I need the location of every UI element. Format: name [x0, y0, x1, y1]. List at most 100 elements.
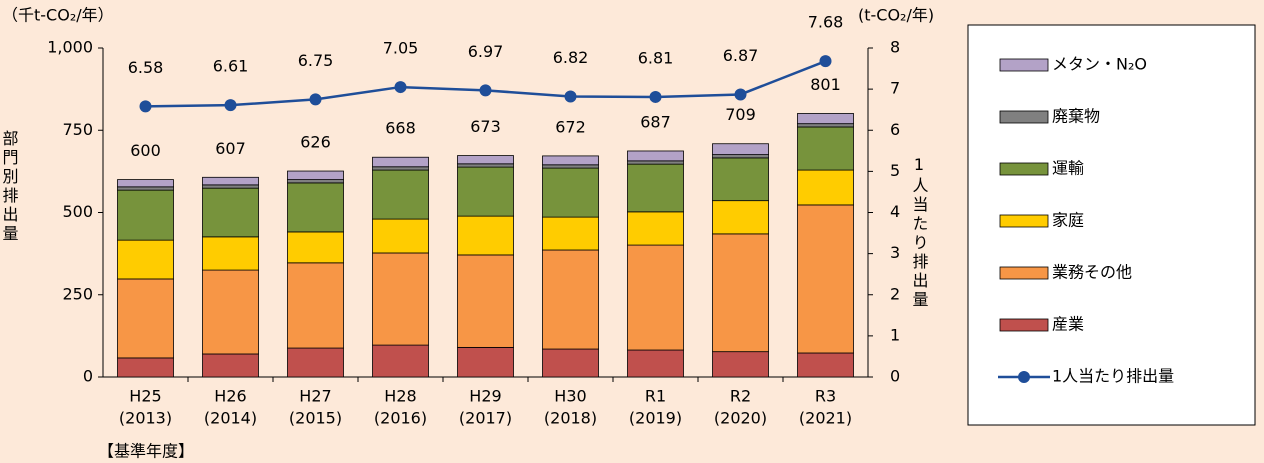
line-value-label: 6.61 [213, 57, 249, 76]
bar-segment [712, 200, 769, 235]
bar-segment [797, 126, 854, 171]
line-value-label: 7.05 [383, 39, 419, 58]
bar-segment [797, 352, 854, 378]
bar-segment [287, 170, 344, 181]
bar-segment [287, 179, 344, 184]
bar-segment [372, 218, 429, 254]
bar-segment [287, 231, 344, 264]
bar-segment [457, 254, 514, 348]
y2-tick-label: 3 [890, 243, 900, 262]
line-point [564, 90, 577, 103]
y2-tick-label: 4 [890, 202, 900, 221]
total-label: 709 [725, 105, 756, 124]
x-tick-sublabel: (2016) [374, 409, 427, 428]
bar-segment [627, 150, 684, 162]
total-label: 687 [640, 112, 671, 131]
bar-segment [797, 204, 854, 354]
x-tick-label: H29 [469, 387, 501, 406]
bar-segment [712, 351, 769, 378]
total-label: 626 [300, 133, 331, 152]
line-point [479, 84, 492, 97]
y-tick-label: 250 [62, 284, 93, 303]
x-tick-sublabel: (2021) [799, 409, 852, 428]
line-value-label: 6.87 [723, 46, 759, 65]
bar-segment [797, 113, 854, 125]
x-tick-label: H25 [129, 387, 161, 406]
x-tick-label: H27 [299, 387, 331, 406]
legend-swatch [999, 266, 1049, 280]
x-tick-label: R2 [730, 387, 751, 406]
bar-segment [542, 167, 599, 218]
legend-label: 運輸 [1052, 159, 1084, 178]
bar-segment [542, 155, 599, 166]
line-value-label: 6.58 [128, 58, 164, 77]
bar-segment [117, 278, 174, 359]
bar-segment [287, 182, 344, 233]
x-tick-label: H28 [384, 387, 416, 406]
y-tick-label: 750 [62, 120, 93, 139]
x-tick-label: R3 [815, 387, 836, 406]
line-value-label: 6.97 [468, 42, 504, 61]
bar-segment [202, 236, 259, 271]
bar-segment [797, 123, 854, 128]
y-tick-label: 0 [83, 367, 93, 386]
legend-swatch [999, 318, 1049, 332]
bar-segment [457, 163, 514, 168]
total-label: 668 [385, 119, 416, 138]
y2-tick-label: 8 [890, 38, 900, 57]
x-tick-sublabel: (2015) [289, 409, 342, 428]
x-tick-sublabel: (2014) [204, 409, 257, 428]
x-tick-sublabel: (2020) [714, 409, 767, 428]
legend-marker [1018, 371, 1030, 383]
line-point [819, 55, 832, 68]
legend-swatch [999, 110, 1049, 124]
bar-segment [202, 353, 259, 378]
y2-tick-label: 6 [890, 120, 900, 139]
bar-segment [117, 357, 174, 378]
legend-label: メタン・N₂O [1052, 55, 1147, 74]
legend-label: 産業 [1052, 315, 1084, 334]
bar-segment [117, 239, 174, 280]
line-point [734, 88, 747, 101]
bar-segment [117, 189, 174, 241]
y-unit-label: （千t-CO₂/年） [2, 6, 114, 25]
x-tick-label: H26 [214, 387, 246, 406]
legend-label: 廃棄物 [1052, 107, 1100, 126]
bar-segment [372, 156, 429, 168]
legend-label: 業務その他 [1052, 263, 1132, 282]
bar-segment [542, 348, 599, 378]
line-point [139, 100, 152, 113]
bar-segment [372, 344, 429, 378]
total-label: 672 [555, 117, 586, 136]
bar-segment [712, 143, 769, 155]
line-point [309, 93, 322, 106]
y2-axis-label: 1人当たり排出量 [910, 155, 929, 310]
legend-label: 1人当たり排出量 [1052, 367, 1174, 386]
line-value-label: 7.68 [808, 13, 844, 32]
line-point [224, 99, 237, 112]
y2-unit-label: (t-CO₂/年) [858, 6, 934, 25]
legend-label: 家庭 [1052, 211, 1084, 230]
x-tick-sublabel: (2019) [629, 409, 682, 428]
x-tick-label: R1 [645, 387, 666, 406]
bar-segment [287, 347, 344, 378]
bar-segment [457, 346, 514, 378]
x-tick-sublabel: (2013) [119, 409, 172, 428]
y2-tick-label: 7 [890, 79, 900, 98]
x-tick-sublabel: (2018) [544, 409, 597, 428]
bar-segment [542, 216, 599, 251]
line-point [394, 81, 407, 94]
y-axis-label: 部門別排出量 [0, 130, 19, 244]
bar-segment [372, 252, 429, 346]
legend-swatch [999, 214, 1049, 228]
legend-swatch [999, 58, 1049, 72]
bar-segment [117, 179, 174, 188]
total-label: 600 [130, 141, 161, 160]
bar-segment [627, 211, 684, 246]
bar-segment [627, 160, 684, 165]
bar-segment [712, 233, 769, 353]
bar-segment [202, 184, 259, 189]
bar-segment [117, 186, 174, 191]
total-label: 607 [215, 139, 246, 158]
